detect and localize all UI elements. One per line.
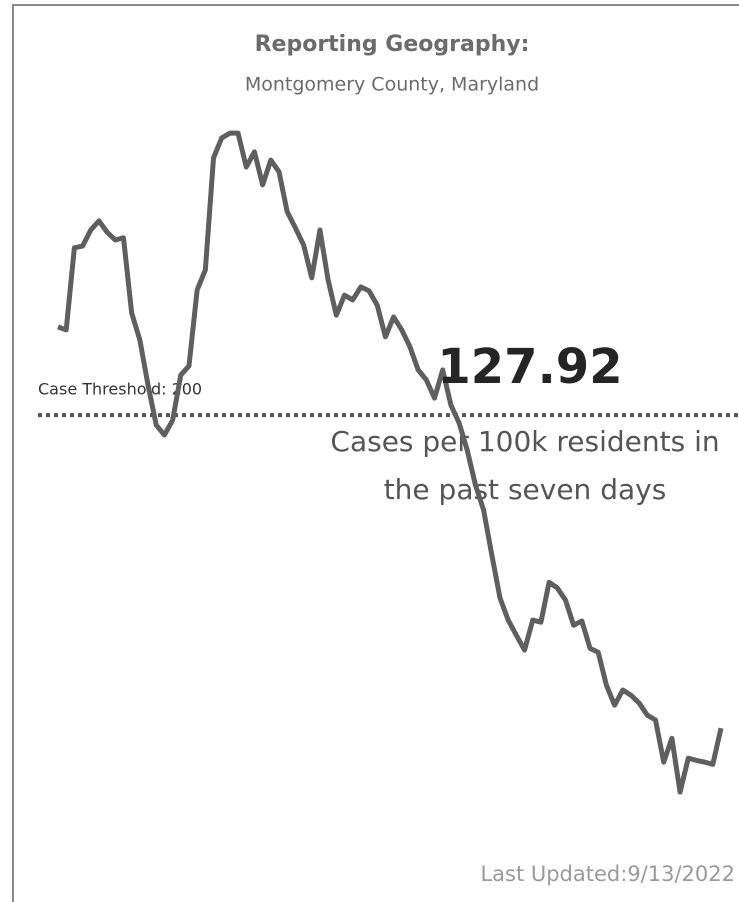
kpi-caption: Cases per 100k residents in the past sev…	[330, 425, 720, 506]
frame	[12, 4, 739, 902]
threshold-label: Case Threshold: 200	[38, 380, 202, 399]
kpi-value: 127.92	[437, 339, 622, 395]
subtitle: Montgomery County, Maryland	[245, 74, 539, 96]
footer: Last Updated:9/13/2022	[480, 862, 735, 886]
series-line	[57, 130, 724, 795]
title: Reporting Geography:	[255, 32, 530, 57]
plot	[57, 130, 724, 795]
